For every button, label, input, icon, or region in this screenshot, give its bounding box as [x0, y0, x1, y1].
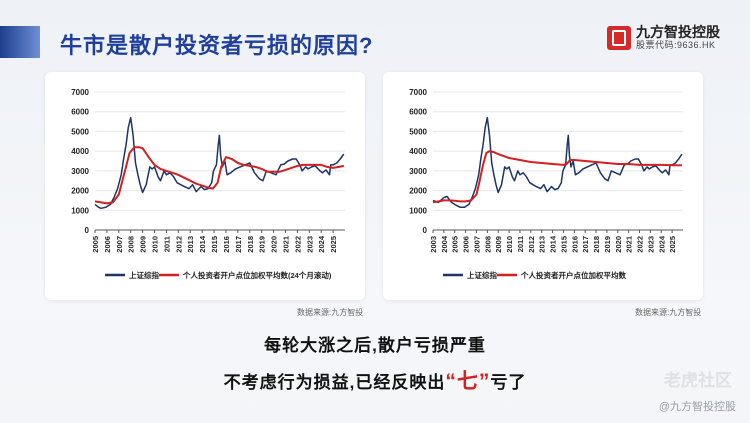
source-note-right: 数据来源:九方智投 — [635, 308, 702, 317]
x-tick-label: 2018 — [246, 236, 255, 253]
x-tick-label: 2016 — [570, 236, 579, 253]
x-tick-label: 2011 — [162, 236, 171, 252]
company-logo: 九方智投控股 股票代码:9636.HK — [607, 24, 720, 51]
y-tick-label: 3000 — [409, 167, 427, 176]
y-tick-label: 0 — [423, 226, 428, 235]
x-tick-label: 2021 — [281, 236, 290, 253]
title-accent-bar — [0, 26, 40, 58]
x-tick-label: 2010 — [505, 236, 514, 253]
x-tick-label: 2004 — [440, 235, 449, 253]
x-tick-label: 2008 — [127, 236, 136, 253]
x-tick-label: 2014 — [198, 235, 207, 253]
x-tick-label: 2003 — [429, 236, 438, 253]
chart-card-right: 0 1000 2000 3000 4000 5000 6000 7000 2003 2004 200… — [383, 72, 703, 300]
series-line-index — [94, 116, 345, 210]
x-tick-label: 2014 — [549, 235, 558, 253]
x-tick-label: 2019 — [258, 236, 267, 253]
y-tick-label: 6000 — [409, 108, 427, 117]
y-tick-label: 6000 — [71, 108, 89, 117]
x-tick-label: 2010 — [151, 236, 160, 253]
x-tick-label: 2016 — [222, 236, 231, 253]
x-tick-label: 2023 — [646, 236, 655, 253]
legend-label: 上证综指 — [467, 270, 497, 280]
y-tick-label: 5000 — [71, 127, 89, 136]
y-tick-label: 1000 — [71, 206, 89, 215]
summary-line-1: 每轮大涨之后,散户亏损严重 — [264, 336, 486, 355]
x-tick-label: 2012 — [174, 236, 183, 253]
x-tick-label: 2024 — [657, 235, 666, 253]
x-tick-label: 2020 — [270, 236, 279, 253]
x-tick-label: 2025 — [668, 236, 677, 253]
x-tick-label: 2023 — [305, 236, 314, 253]
x-tick-label: 2021 — [625, 236, 634, 253]
x-tick-label: 2013 — [538, 236, 547, 253]
summary-highlight: “七” — [445, 370, 491, 393]
x-tick-label: 2011 — [516, 236, 525, 252]
x-tick-label: 2022 — [293, 236, 302, 253]
x-tick-label: 2006 — [103, 236, 112, 253]
chart-card-left: 0 1000 2000 3000 4000 5000 6000 7000 2005 2006 200… — [45, 72, 365, 300]
y-tick-label: 4000 — [71, 147, 89, 156]
logo-name: 九方智投控股 — [636, 24, 720, 40]
y-tick-label: 7000 — [409, 88, 427, 97]
legend-label: 上证综指 — [129, 270, 159, 280]
series-line-index — [432, 116, 683, 209]
x-tick-label: 2009 — [494, 236, 503, 253]
y-tick-label: 5000 — [409, 127, 427, 136]
x-tick-label: 2015 — [210, 236, 219, 253]
watermark-sub: @九方智投控股 — [658, 401, 736, 413]
page-title: 牛市是散户投资者亏损的原因? — [60, 33, 374, 58]
y-tick-label: 4000 — [409, 147, 427, 156]
y-tick-label: 3000 — [71, 167, 89, 176]
x-tick-label: 2005 — [451, 236, 460, 253]
series-line-investor — [94, 146, 345, 205]
legend-label: 个人投资者开户点位加权平均数(24个月滚动) — [182, 270, 332, 280]
x-tick-label: 2019 — [603, 236, 612, 253]
legend-label: 个人投资者开户点位加权平均数 — [520, 270, 626, 280]
y-tick-label: 7000 — [71, 88, 89, 97]
series-line-investor — [432, 150, 682, 204]
x-tick-label: 2017 — [581, 236, 590, 253]
x-tick-label: 2012 — [527, 236, 536, 253]
logo-icon — [607, 25, 631, 50]
watermark-main: 老虎社区 — [664, 371, 732, 390]
x-tick-label: 2007 — [472, 236, 481, 253]
summary-line-2-post: 亏了 — [490, 373, 527, 392]
y-tick-label: 0 — [85, 226, 90, 235]
x-tick-label: 2022 — [636, 236, 645, 253]
x-tick-label: 2015 — [559, 236, 568, 253]
x-tick-label: 2020 — [614, 236, 623, 253]
summary-line-2-pre: 不考虑行为损益,已经反映出 — [223, 373, 446, 392]
x-tick-label: 2007 — [115, 236, 124, 253]
y-tick-label: 2000 — [409, 187, 427, 196]
x-tick-label: 2005 — [91, 236, 100, 253]
x-tick-label: 2018 — [592, 236, 601, 253]
x-tick-label: 2013 — [186, 236, 195, 253]
source-note-left: 数据来源:九方智投 — [297, 308, 364, 317]
stock-code: 股票代码:9636.HK — [636, 40, 716, 50]
x-tick-label: 2006 — [462, 236, 471, 253]
x-tick-label: 2008 — [483, 236, 492, 253]
x-tick-label: 2009 — [139, 236, 148, 253]
y-tick-label: 1000 — [409, 206, 427, 215]
y-tick-label: 2000 — [71, 187, 89, 196]
x-tick-label: 2024 — [317, 235, 326, 253]
x-tick-label: 2025 — [329, 236, 338, 253]
x-tick-label: 2017 — [234, 236, 243, 253]
summary-line-2: 不考虑行为损益,已经反映出“七”亏了 — [0, 365, 750, 395]
